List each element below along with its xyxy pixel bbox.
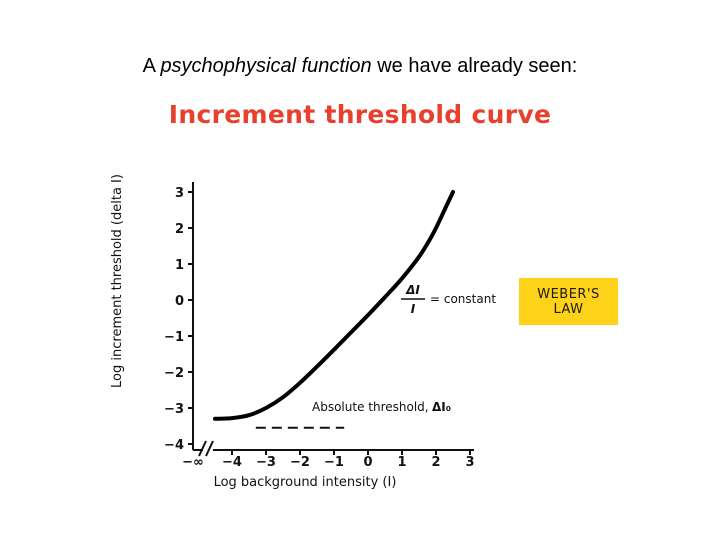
x-tick-label: 0: [363, 455, 372, 470]
y-tick-label: 2: [175, 222, 184, 237]
x-tick-label: 3: [465, 455, 474, 470]
y-axis-label: Log increment threshold (delta I): [110, 174, 125, 388]
x-break-label: −∞: [182, 455, 204, 470]
y-tick-label: −3: [164, 402, 184, 417]
x-axis-label: Log background intensity (I): [214, 475, 397, 490]
heading-emphasis: psychophysical function: [160, 55, 372, 77]
y-tick-label: −1: [164, 330, 184, 345]
weber-box-line1: WEBER'S: [537, 286, 600, 302]
y-tick-label: 0: [175, 294, 184, 309]
threshold-curve: [213, 190, 455, 421]
x-axis-break-mark: [198, 440, 207, 457]
heading-prefix: A: [142, 55, 161, 77]
absolute-threshold-symbol: ΔI₀: [432, 400, 451, 414]
heading-suffix: we have already seen:: [371, 55, 578, 77]
y-tick-label: −4: [164, 438, 184, 453]
weber-fraction-numerator: ΔI: [405, 283, 420, 297]
x-tick-label: −2: [290, 455, 310, 470]
weber-box-line2: LAW: [553, 301, 584, 317]
chart-title: Increment threshold curve: [168, 100, 552, 129]
slide-heading: A psychophysical function we have alread…: [0, 55, 720, 78]
x-tick-label: −4: [222, 455, 242, 470]
x-tick-label: −1: [324, 455, 344, 470]
x-tick-label: 1: [397, 455, 406, 470]
x-axis-break-mark: [205, 440, 214, 457]
x-tick-label: −3: [256, 455, 276, 470]
y-tick-label: 3: [175, 186, 184, 201]
weber-constant-label: = constant: [430, 292, 496, 306]
y-tick-label: 1: [175, 258, 184, 273]
x-tick-label: 2: [431, 455, 440, 470]
weber-law-box: WEBER'S LAW: [519, 278, 618, 325]
absolute-threshold-label: Absolute threshold,: [312, 400, 429, 414]
weber-fraction-denominator: I: [411, 302, 416, 316]
y-tick-label: −2: [164, 366, 184, 381]
